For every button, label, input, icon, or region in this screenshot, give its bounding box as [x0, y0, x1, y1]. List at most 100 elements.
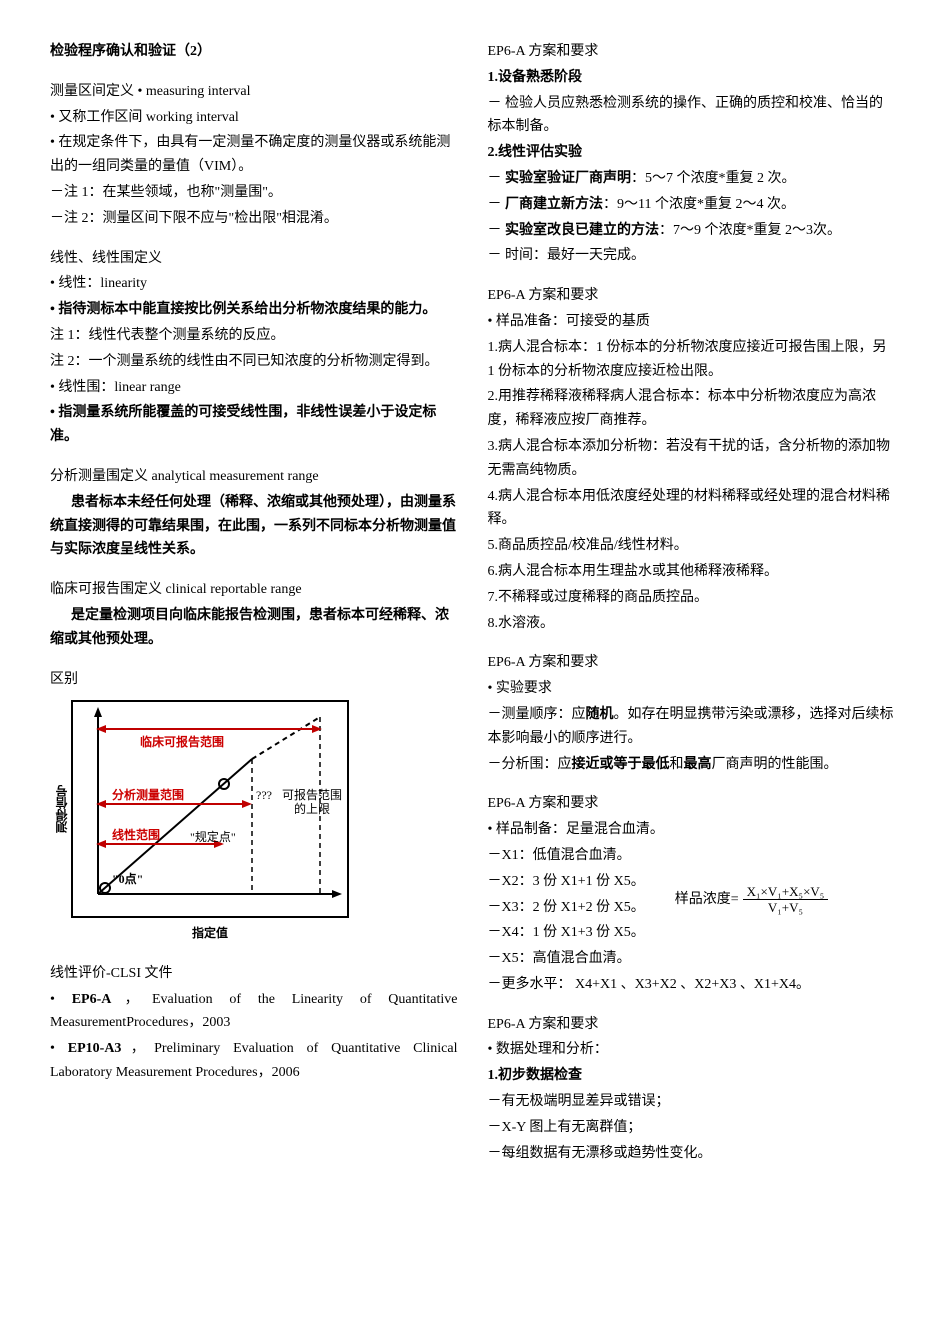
section-linearity: 线性、线性围定义 • 线性：linearity • 指待测标本中能直接按比例关系…: [50, 247, 458, 449]
text: 1.病人混合标本：1 份标本的分析物浓度应接近可报告围上限，另 1 份标本的分析…: [488, 336, 896, 384]
text: 厂商声明的性能围。: [712, 757, 838, 772]
text: －更多水平： X4+X1 、X3+X2 、X2+X3 、X1+X4。: [488, 973, 896, 997]
text: 测量区间定义 • measuring interval: [50, 80, 458, 104]
section-ep6a-4: EP6-A 方案和要求 • 样品制备：足量混合血清。 －X1：低值混合血清。 －…: [488, 792, 896, 996]
text: 1.初步数据检查: [488, 1064, 896, 1088]
text: 厂商建立新方法: [505, 197, 603, 212]
text: －: [488, 197, 506, 212]
section-amr: 分析测量围定义 analytical measurement range 患者标…: [50, 465, 458, 562]
text: 5.商品质控品/校准品/线性材料。: [488, 534, 896, 558]
text: 实验室验证厂商声明: [505, 171, 631, 186]
text: EP6-A 方案和要求: [488, 1013, 896, 1037]
section-clsi: 线性评价-CLSI 文件 • EP6-A，Evaluation of the L…: [50, 962, 458, 1085]
text: EP6-A: [72, 992, 112, 1007]
text: －: [488, 223, 506, 238]
text: EP10-A3: [68, 1041, 122, 1056]
section-difference: 区别 测得信号: [50, 668, 458, 944]
text: －X5：高值混合血清。: [488, 947, 896, 971]
text: EP6-A 方案和要求: [488, 792, 896, 816]
text: －X3：2 份 X1+2 份 X5。: [488, 896, 645, 920]
chart-label-clinical: 临床可报告范围: [140, 732, 224, 752]
text: －注 1：在某些领域，也称"测量围"。: [50, 181, 458, 205]
text: 线性、线性围定义: [50, 247, 458, 271]
text: 是定量检测项目向临床能报告检测围，患者标本可经稀释、浓缩或其他预处理。: [50, 604, 458, 652]
text: 3.病人混合标本添加分析物：若没有干扰的话，含分析物的添加物无需高纯物质。: [488, 435, 896, 483]
text: 8.水溶液。: [488, 612, 896, 636]
text: －测量顺序：应: [488, 707, 586, 722]
text: •: [50, 1041, 68, 1056]
doc-title: 检验程序确认和验证（2）: [50, 40, 458, 64]
section-ep6a-3: EP6-A 方案和要求 • 实验要求 －测量顺序：应随机。如存在明显携带污染或漂…: [488, 651, 896, 776]
text: • 指测量系统所能覆盖的可接受线性围，非线性误差小于设定标准。: [50, 401, 458, 449]
section-ep6a-2: EP6-A 方案和要求 • 样品准备：可接受的基质 1.病人混合标本：1 份标本…: [488, 284, 896, 635]
text: －分析围：应接近或等于最低和最高厂商声明的性能围。: [488, 753, 896, 777]
text: 和: [670, 757, 684, 772]
text: EP6-A 方案和要求: [488, 284, 896, 308]
text: • 样品准备：可接受的基质: [488, 310, 896, 334]
text: 1.设备熟悉阶段: [488, 66, 896, 90]
section-measuring-interval: 测量区间定义 • measuring interval • 又称工作区间 wor…: [50, 80, 458, 231]
formula-row: －X2：3 份 X1+1 份 X5。 －X3：2 份 X1+2 份 X5。 －X…: [488, 870, 896, 947]
text: －X-Y 图上有无离群值；: [488, 1116, 896, 1140]
text: • EP6-A，Evaluation of the Linearity of Q…: [50, 988, 458, 1036]
text: ：5～7 个浓度*重复 2 次。: [631, 171, 796, 186]
text: 患者标本未经任何处理（稀释、浓缩或其他预处理），由测量系统直接测得的可靠结果围，…: [50, 491, 458, 562]
text: 2.用推荐稀释液稀释病人混合标本：标本中分析物浓度应为高浓度，稀释液应按厂商推荐…: [488, 385, 896, 433]
text: ：7～9 个浓度*重复 2～3次。: [659, 223, 841, 238]
text: 4.病人混合标本用低浓度经处理的材料稀释或经处理的混合材料稀释。: [488, 485, 896, 533]
text: 7.不稀释或过度稀释的商品质控品。: [488, 586, 896, 610]
text: － 时间：最好一天完成。: [488, 244, 896, 268]
chart-label-linear: 线性范围: [112, 825, 160, 845]
text: 最高: [684, 757, 712, 772]
text: －X2：3 份 X1+1 份 X5。: [488, 870, 645, 894]
text: • 线性围：linear range: [50, 376, 458, 400]
text: • 指待测标本中能直接按比例关系给出分析物浓度结果的能力。: [50, 298, 458, 322]
chart-label-analytical: 分析测量范围: [112, 785, 184, 805]
text: 临床可报告围定义 clinical reportable range: [50, 578, 458, 602]
text: －有无极端明显差异或错误；: [488, 1090, 896, 1114]
chart-label-zero: "0点": [112, 869, 143, 889]
formula-den: V₁+V₅: [764, 900, 807, 916]
concentration-formula: 样品浓度= X₁×V₁+X₅×V₅ V₁+V₅: [675, 884, 829, 916]
text: EP6-A 方案和要求: [488, 651, 896, 675]
text: 接近或等于最低: [572, 757, 670, 772]
text: 6.病人混合标本用生理盐水或其他稀释液稀释。: [488, 560, 896, 584]
text: • 数据处理和分析：: [488, 1038, 896, 1062]
section-crr: 临床可报告围定义 clinical reportable range 是定量检测…: [50, 578, 458, 651]
chart-label-setpoint: "规定点": [190, 827, 236, 847]
text: － 实验室验证厂商声明：5～7 个浓度*重复 2 次。: [488, 167, 896, 191]
chart-label-upper2: 的上限: [294, 799, 330, 819]
text: • 线性：linearity: [50, 272, 458, 296]
text: －X4：1 份 X1+3 份 X5。: [488, 921, 645, 945]
text: •: [50, 992, 72, 1007]
text: • 在规定条件下，由具有一定测量不确定度的测量仪器或系统能测出的一组同类量的量值…: [50, 131, 458, 179]
formula-label: 样品浓度=: [675, 888, 739, 912]
range-chart: 测得信号: [50, 699, 350, 943]
formula-num: X₁×V₁+X₅×V₅: [743, 884, 829, 901]
text: 注 1：线性代表整个测量系统的反应。: [50, 324, 458, 348]
chart-xlabel: 指定值: [70, 923, 350, 943]
text: －测量顺序：应随机。如存在明显携带污染或漂移，选择对后续标本影响最小的顺序进行。: [488, 703, 896, 751]
chart-label-qqq: ???: [256, 785, 272, 805]
text: • EP10-A3，Preliminary Evaluation of Quan…: [50, 1037, 458, 1085]
text: －每组数据有无漂移或趋势性变化。: [488, 1142, 896, 1166]
text: －X1：低值混合血清。: [488, 844, 896, 868]
text: ，Evaluation of the Linearity of Quantita…: [50, 992, 458, 1031]
left-column: 检验程序确认和验证（2） 测量区间定义 • measuring interval…: [50, 40, 458, 1181]
text: ：9～11 个浓度*重复 2～4 次。: [603, 197, 795, 212]
text: • 样品制备：足量混合血清。: [488, 818, 896, 842]
text: 实验室改良已建立的方法: [505, 223, 659, 238]
section-ep6a-5: EP6-A 方案和要求 • 数据处理和分析： 1.初步数据检查 －有无极端明显差…: [488, 1013, 896, 1166]
text: • 实验要求: [488, 677, 896, 701]
text: － 实验室改良已建立的方法：7～9 个浓度*重复 2～3次。: [488, 219, 896, 243]
section-ep6a-1: EP6-A 方案和要求 1.设备熟悉阶段 － 检验人员应熟悉检测系统的操作、正确…: [488, 40, 896, 268]
text: －: [488, 171, 506, 186]
text: 区别: [50, 668, 458, 692]
chart-ylabel: 测得信号: [52, 785, 72, 833]
text: 2.线性评估实验: [488, 141, 896, 165]
text: 随机: [586, 707, 614, 722]
right-column: EP6-A 方案和要求 1.设备熟悉阶段 － 检验人员应熟悉检测系统的操作、正确…: [488, 40, 896, 1181]
text: 线性评价-CLSI 文件: [50, 962, 458, 986]
text: • 又称工作区间 working interval: [50, 106, 458, 130]
text: 分析测量围定义 analytical measurement range: [50, 465, 458, 489]
